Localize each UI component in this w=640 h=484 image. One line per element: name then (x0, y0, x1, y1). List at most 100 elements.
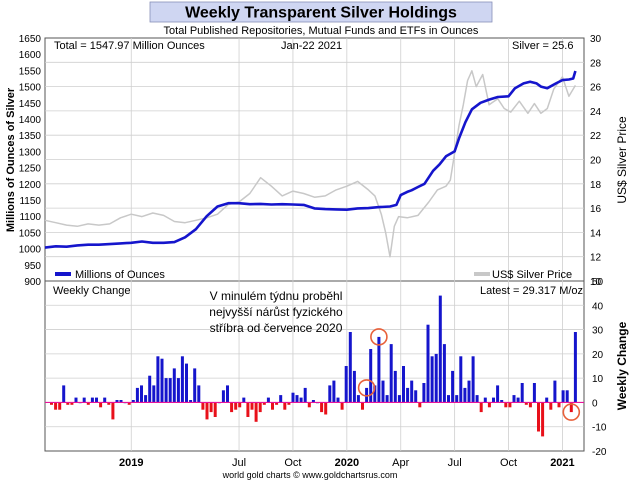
weekly-change-bar (135, 387, 139, 403)
weekly-change-bar (50, 402, 53, 405)
weekly-change-bar (451, 370, 455, 403)
y-tick-label-left: 1000 (19, 245, 42, 256)
weekly-change-bar (492, 397, 495, 403)
weekly-change-bar (193, 368, 197, 403)
y-tick-label-left: 1200 (19, 180, 42, 191)
weekly-change-bar (508, 402, 512, 408)
legend-label-ounces: Millions of Ounces (75, 269, 165, 281)
title-box (149, 1, 493, 23)
weekly-change-bar (512, 395, 516, 403)
weekly-change-bar (389, 344, 393, 403)
weekly-change-bar (537, 402, 540, 432)
ounces-line (44, 70, 577, 249)
weekly-change-bar (487, 402, 491, 408)
footer-credit: world gold charts © www.goldchartsrus.co… (222, 470, 398, 480)
total-label: Total = 1547.97 Million Ounces (54, 40, 205, 52)
weekly-change-bar (545, 397, 549, 403)
x-tick-label: Jul (448, 457, 462, 469)
weekly-change-bar (402, 366, 405, 403)
weekly-change-bar (328, 385, 332, 403)
weekly-change-bar (549, 402, 553, 410)
y-tick-label-left: 1450 (19, 99, 42, 110)
weekly-change-bar (238, 402, 242, 408)
weekly-change-bar (373, 385, 377, 403)
weekly-change-bar (565, 390, 569, 403)
weekly-change-bar (541, 402, 545, 437)
weekly-change-bar (144, 395, 148, 403)
weekly-change-bar (70, 402, 74, 405)
weekly-change-bar (131, 400, 135, 403)
y-tick-label-left: 1600 (19, 50, 42, 61)
weekly-change-bar (176, 378, 180, 403)
weekly-change-bar (287, 402, 291, 405)
weekly-change-tick-label: 30 (592, 326, 604, 337)
weekly-change-bar (230, 402, 234, 413)
weekly-change-bar (504, 402, 508, 408)
weekly-change-tick-label: 10 (592, 374, 604, 385)
annotation-line-2: nejvyšší nárůst fyzického (209, 305, 343, 319)
y-tick-label-right: 26 (590, 83, 602, 94)
weekly-change-bar (332, 380, 336, 403)
y-tick-label-left: 1150 (19, 196, 41, 207)
y-axis-title-left: Millions of Ounces of Silver (5, 87, 17, 232)
weekly-change-bar (164, 378, 168, 403)
highlight-circle (370, 328, 388, 346)
weekly-change-bar (414, 390, 418, 403)
weekly-change-bar (275, 402, 279, 405)
y-tick-label-right: 12 (590, 253, 602, 264)
weekly-change-bar (393, 370, 397, 403)
weekly-change-bar (152, 385, 156, 403)
weekly-change-bar (455, 395, 459, 403)
weekly-change-bar (95, 397, 98, 403)
annotation-line-1: V minulém týdnu proběhl (210, 289, 343, 303)
weekly-change-bar (516, 397, 520, 403)
weekly-change-bar (99, 402, 103, 408)
weekly-change-bar (156, 356, 160, 403)
y-tick-label-left: 1250 (19, 164, 42, 175)
legend-label-silver-price: US$ Silver Price (492, 269, 572, 281)
weekly-change-bar (479, 402, 483, 413)
highlight-circles (357, 328, 581, 421)
weekly-change-bar (463, 387, 467, 403)
weekly-change-bar (324, 402, 328, 415)
weekly-change-tick-label: -20 (592, 447, 607, 458)
weekly-change-bar (410, 380, 414, 403)
weekly-change-bar (213, 402, 217, 417)
weekly-change-bar (189, 400, 193, 403)
weekly-change-bar (447, 395, 450, 403)
x-tick-label: Apr (392, 457, 409, 469)
weekly-change-bar (258, 402, 262, 413)
y-tick-label-left: 1400 (19, 115, 42, 126)
weekly-change-bar (127, 402, 131, 405)
y-tick-label-left: 1300 (19, 147, 42, 158)
x-tick-label: Oct (500, 457, 517, 469)
chart-subtitle: Total Published Repositories, Mutual Fun… (164, 25, 479, 37)
silver-label: Silver = 25.6 (512, 40, 573, 52)
y-tick-label-right: 10 (590, 277, 602, 288)
weekly-change-bar (54, 402, 58, 410)
bottom-gridlines (45, 281, 584, 451)
weekly-change-bar (307, 402, 311, 408)
weekly-change-bar (299, 397, 303, 403)
weekly-change-bar (561, 390, 565, 403)
weekly-change-bar (406, 387, 410, 403)
x-tick-label: 2021 (550, 457, 574, 469)
highlight-circle (357, 379, 376, 397)
weekly-change-tick-label: 50 (592, 277, 604, 288)
weekly-change-bar (483, 397, 487, 403)
weekly-change-bar (86, 402, 90, 405)
line-series (44, 70, 577, 258)
y-tick-label-left: 1500 (19, 83, 42, 94)
y-tick-label-right: 20 (590, 156, 602, 167)
axis-ticks: 9009501000105011001150120012501300135014… (19, 34, 607, 469)
weekly-change-bar (356, 395, 360, 403)
weekly-change-tick-label: -10 (592, 423, 607, 434)
weekly-change-bar (82, 397, 86, 403)
weekly-change-bar (172, 368, 176, 403)
weekly-change-tick-label: 20 (592, 350, 604, 361)
weekly-change-bar (352, 370, 356, 403)
weekly-bars (45, 295, 584, 437)
weekly-change-bar (148, 375, 152, 403)
weekly-change-bar (471, 356, 475, 403)
